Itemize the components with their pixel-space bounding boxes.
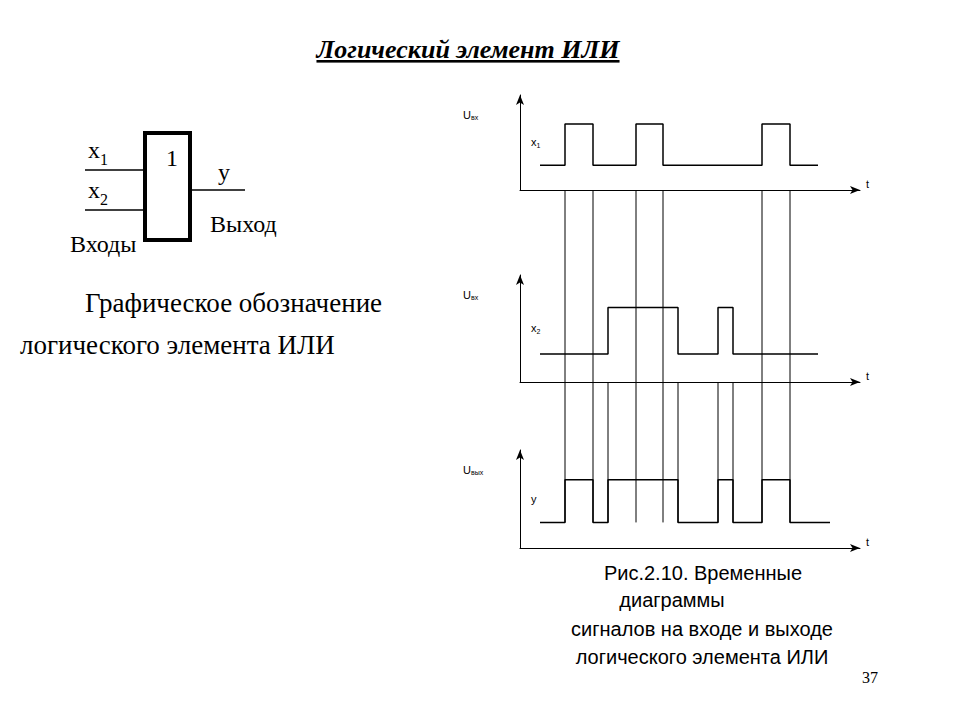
- svg-text:1: 1: [166, 145, 178, 171]
- svg-text:сигналов на входе и выходе: сигналов на входе и выходе: [571, 618, 833, 640]
- svg-text:y: y: [531, 493, 537, 505]
- svg-text:Логический элемент ИЛИ: Логический элемент ИЛИ: [315, 35, 620, 64]
- svg-text:логического элемента ИЛИ: логического элемента ИЛИ: [576, 646, 829, 668]
- svg-text:x: x: [531, 136, 537, 149]
- svg-text:t: t: [866, 536, 869, 548]
- svg-text:37: 37: [862, 669, 878, 686]
- svg-text:Рис.2.10. Временные: Рис.2.10. Временные: [604, 562, 802, 584]
- svg-text:U: U: [463, 464, 471, 476]
- svg-text:x1: x1: [88, 137, 108, 168]
- svg-text:U: U: [463, 109, 471, 121]
- svg-text:1: 1: [537, 142, 541, 149]
- svg-text:x: x: [531, 322, 537, 335]
- svg-text:диаграммы: диаграммы: [619, 589, 724, 611]
- svg-text:Входы: Входы: [70, 231, 136, 257]
- svg-text:2: 2: [537, 328, 541, 335]
- svg-text:вх: вх: [471, 294, 479, 301]
- svg-text:y: y: [218, 159, 230, 185]
- svg-text:x2: x2: [88, 177, 108, 208]
- svg-text:вых: вых: [471, 469, 484, 476]
- svg-text:t: t: [866, 178, 869, 190]
- svg-text:Графическое обозначение: Графическое обозначение: [85, 288, 382, 318]
- svg-text:Выход: Выход: [210, 211, 277, 237]
- svg-text:логического элемента ИЛИ: логического элемента ИЛИ: [20, 330, 335, 360]
- svg-text:U: U: [463, 289, 471, 301]
- svg-text:вх: вх: [471, 114, 479, 121]
- svg-text:t: t: [866, 370, 869, 382]
